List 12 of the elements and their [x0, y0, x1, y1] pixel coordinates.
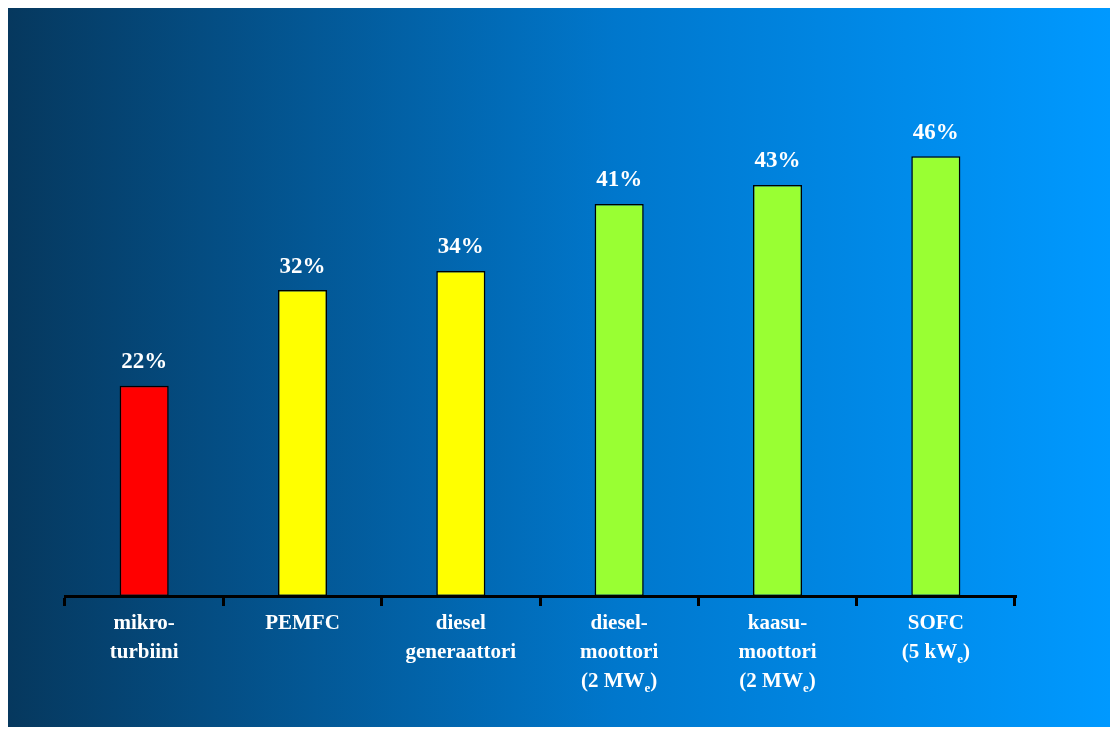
x-tick-label: diesel- moottori (2 MW$_{e}$) [579, 609, 660, 698]
data-label: 46% [912, 118, 959, 144]
data-label: 43% [754, 147, 801, 173]
data-label: 41% [596, 166, 643, 192]
x-tick-label: kaasu- moottori (2 MW$_{e}$) [737, 609, 818, 698]
x-tick-label: diesel generaattori [404, 609, 518, 665]
x-tick-label: mikro- turbiini [108, 609, 180, 665]
data-label: 32% [279, 252, 326, 278]
x-tick-label: SOFC (5 kW$_{e}$) [900, 609, 971, 669]
data-label: 34% [437, 233, 484, 259]
x-tick-label: PEMFC [264, 609, 341, 636]
data-label: 22% [121, 348, 168, 374]
